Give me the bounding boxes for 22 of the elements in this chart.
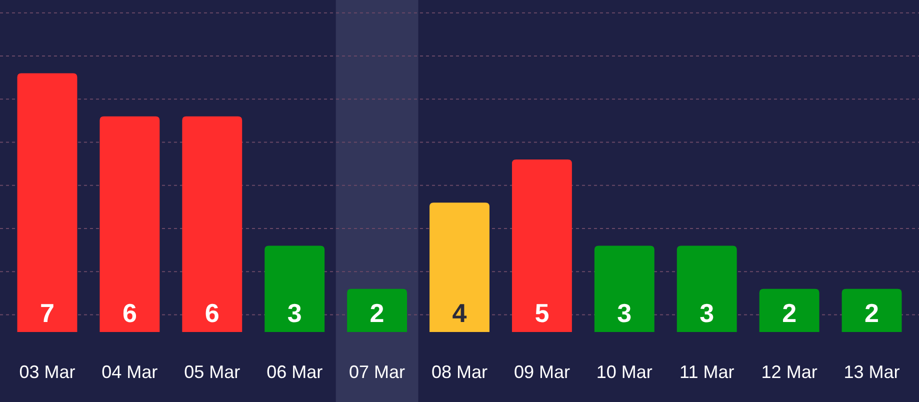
x-tick-label: 10 Mar [596,362,652,382]
x-tick-label: 11 Mar [680,362,734,382]
data-label: 6 [204,298,220,328]
x-tick-label: 04 Mar [102,362,158,382]
data-label: 2 [782,298,797,328]
data-label: 2 [864,298,880,328]
x-tick-label: 05 Mar [184,362,240,382]
data-label: 3 [700,298,714,328]
data-label: 3 [617,298,632,328]
x-tick-label: 12 Mar [761,362,818,382]
x-tick-label: 07 Mar [349,362,406,382]
data-label: 2 [370,298,384,328]
x-tick-label: 13 Mar [844,362,900,382]
x-tick-label: 06 Mar [266,362,323,382]
data-label: 5 [534,298,550,328]
x-tick-label: 09 Mar [514,362,570,382]
data-label: 6 [122,298,137,328]
data-label: 7 [40,298,54,328]
data-label: 3 [287,298,302,328]
x-tick-label: 03 Mar [19,362,76,382]
x-tick-label: 08 Mar [431,362,488,382]
data-label: 4 [452,298,468,328]
